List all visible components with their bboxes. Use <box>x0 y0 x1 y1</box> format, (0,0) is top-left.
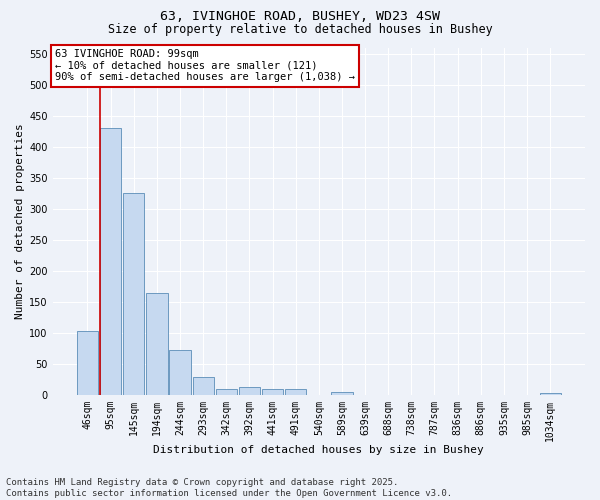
Bar <box>123 194 145 395</box>
Bar <box>331 392 353 395</box>
Text: 63, IVINGHOE ROAD, BUSHEY, WD23 4SW: 63, IVINGHOE ROAD, BUSHEY, WD23 4SW <box>160 10 440 23</box>
Bar <box>77 331 98 395</box>
Text: Size of property relative to detached houses in Bushey: Size of property relative to detached ho… <box>107 22 493 36</box>
Y-axis label: Number of detached properties: Number of detached properties <box>15 124 25 319</box>
Bar <box>146 292 167 395</box>
Bar <box>262 388 283 395</box>
Bar <box>193 378 214 395</box>
Bar <box>169 350 191 395</box>
Bar <box>239 387 260 395</box>
Text: 63 IVINGHOE ROAD: 99sqm
← 10% of detached houses are smaller (121)
90% of semi-d: 63 IVINGHOE ROAD: 99sqm ← 10% of detache… <box>55 49 355 82</box>
Bar <box>539 393 561 395</box>
Bar <box>100 128 121 395</box>
X-axis label: Distribution of detached houses by size in Bushey: Distribution of detached houses by size … <box>154 445 484 455</box>
Bar <box>215 388 237 395</box>
Text: Contains HM Land Registry data © Crown copyright and database right 2025.
Contai: Contains HM Land Registry data © Crown c… <box>6 478 452 498</box>
Bar <box>285 390 307 395</box>
